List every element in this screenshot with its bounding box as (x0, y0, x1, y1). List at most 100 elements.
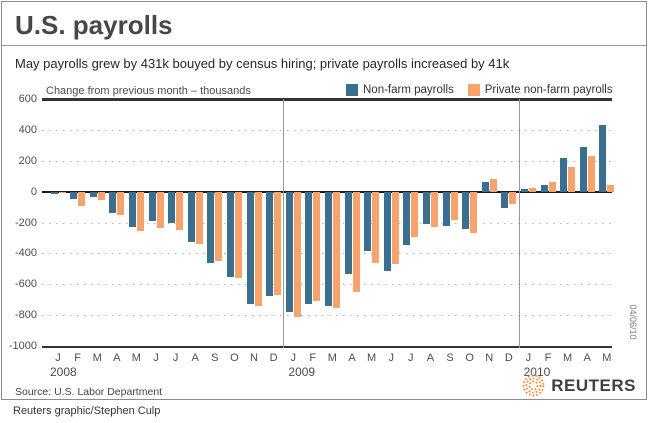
top-axis-line (42, 98, 612, 101)
bar (520, 189, 528, 192)
page-title: U.S. payrolls (15, 10, 173, 40)
bar (156, 191, 164, 228)
reuters-brand: REUTERS (522, 374, 636, 397)
bottom-axis-line (42, 346, 612, 348)
reuters-globe-icon (522, 374, 545, 397)
bar (470, 191, 478, 234)
bar (97, 191, 105, 201)
bar (352, 191, 360, 293)
bar (109, 191, 117, 214)
bar (528, 188, 536, 192)
bar (293, 191, 301, 317)
x-month-label: A (113, 352, 121, 364)
bar (70, 191, 78, 200)
bar (195, 191, 203, 245)
bar (430, 191, 438, 227)
bar (148, 191, 156, 221)
x-month-label: J (408, 352, 414, 364)
bar (442, 191, 450, 226)
bar (411, 191, 419, 237)
y-tick-label: -400 (14, 247, 37, 260)
bar (568, 166, 576, 192)
bar (246, 191, 254, 304)
bar (168, 191, 176, 223)
x-month-label: M (367, 352, 377, 364)
bar (50, 191, 58, 194)
bar (305, 191, 313, 304)
x-month-label: M (131, 352, 141, 364)
x-month-label: N (250, 352, 258, 364)
bar (226, 191, 234, 277)
x-year-label: 2010 (523, 365, 551, 379)
bar (548, 182, 556, 192)
legend-label-nonfarm: Non-farm payrolls (363, 84, 454, 96)
bar (234, 191, 242, 279)
nonfarm-swatch-icon (346, 84, 358, 96)
bar (364, 191, 372, 251)
gridline (42, 129, 612, 131)
legend-label-private: Private non-farm payrolls (484, 84, 613, 96)
x-month-label: A (348, 352, 356, 364)
bar (599, 125, 607, 192)
bar (509, 191, 517, 204)
private-swatch-icon (467, 84, 480, 96)
x-month-label: A (583, 352, 591, 364)
x-month-label: N (485, 352, 494, 364)
x-month-label: M (92, 352, 102, 364)
x-month-label: F (74, 352, 81, 364)
axis-note: Change from previous month – thousands (46, 85, 251, 97)
bar (78, 191, 86, 206)
bar (207, 191, 215, 263)
x-month-label: A (426, 352, 435, 364)
x-year-label: 2008 (50, 365, 77, 379)
x-month-label: F (544, 352, 552, 364)
bar (266, 191, 274, 297)
legend-item-private: Private non-farm payrolls (467, 84, 613, 96)
bar (579, 146, 587, 192)
y-tick-label: -200 (14, 216, 37, 229)
bar (372, 191, 380, 263)
bar (383, 191, 391, 271)
y-tick-label: -800 (14, 309, 37, 322)
bar (136, 191, 144, 231)
x-month-label: J (525, 352, 532, 364)
bar (607, 185, 615, 192)
y-tick-label: 400 (18, 123, 37, 136)
gridline (42, 315, 612, 317)
x-month-label: S (211, 352, 219, 364)
x-month-label: J (153, 352, 159, 364)
legend: Non-farm payrolls Private non-farm payro… (346, 84, 613, 96)
x-month-label: O (465, 352, 474, 364)
bar (403, 191, 411, 246)
bar (89, 191, 97, 197)
y-tick-label: -600 (14, 278, 37, 291)
y-tick-label: 0 (30, 185, 37, 198)
bar (489, 179, 497, 192)
bar (450, 191, 458, 221)
x-month-label: J (388, 352, 394, 364)
x-month-label: A (191, 352, 199, 364)
bar (332, 191, 340, 309)
bar (344, 191, 352, 275)
x-month-label: J (172, 352, 179, 364)
x-month-label: O (230, 352, 239, 364)
bar (560, 158, 568, 192)
bar (481, 181, 489, 192)
y-tick-label: 200 (18, 154, 37, 167)
title-divider (2, 45, 646, 46)
bar (128, 191, 136, 227)
bar (285, 191, 293, 313)
bar (274, 191, 282, 295)
reuters-wordmark: REUTERS (551, 375, 636, 395)
chart-subtitle: May payrolls grew by 431k bouyed by cens… (15, 56, 510, 71)
date-stamp: 04/06/10 (628, 304, 638, 340)
x-month-label: M (327, 352, 337, 364)
bar (215, 191, 223, 262)
plot-area (42, 98, 615, 348)
graphic-frame: U.S. payrolls May payrolls grew by 431k … (1, 1, 647, 400)
x-month-label: F (309, 352, 317, 364)
y-tick-label: -1000 (8, 340, 37, 352)
source-text: Source: U.S. Labor Department (15, 386, 163, 398)
bar (540, 184, 548, 192)
bar (391, 191, 399, 264)
